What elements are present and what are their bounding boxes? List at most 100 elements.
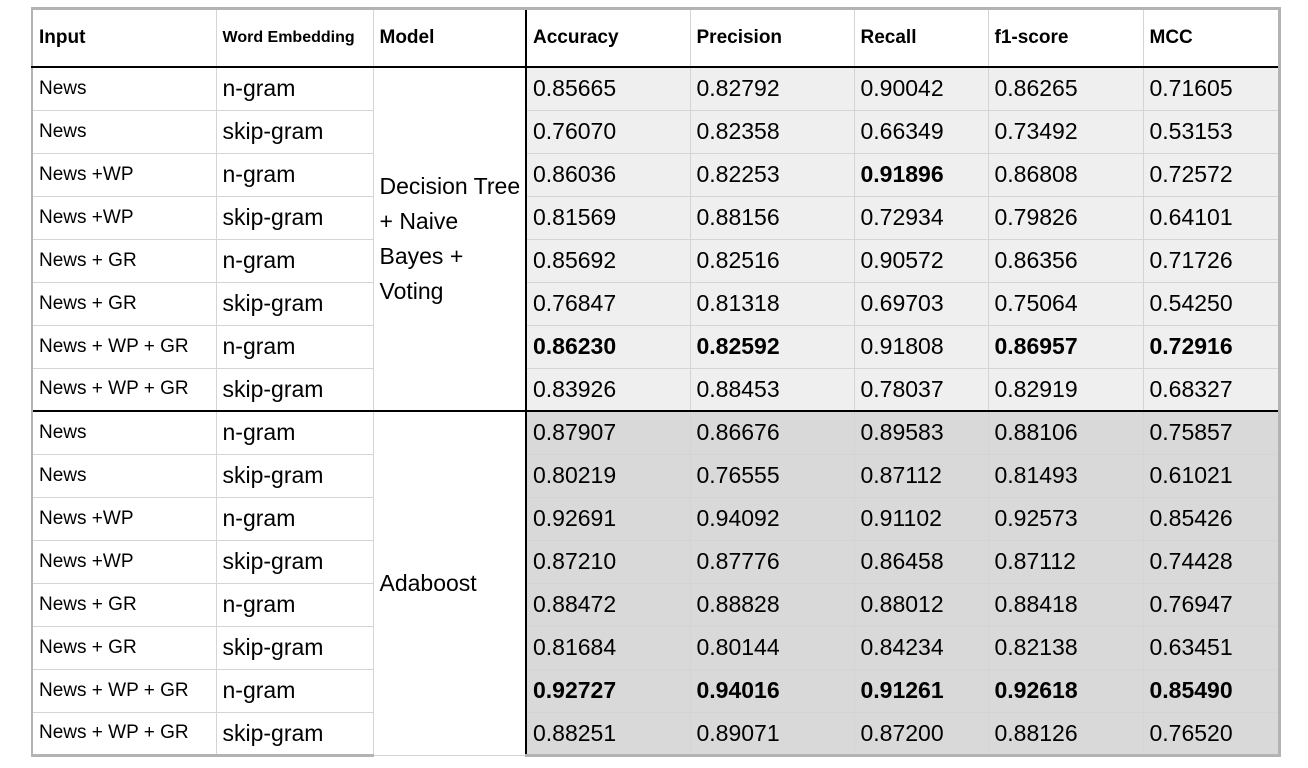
- recall-cell: 0.91808: [853, 324, 989, 369]
- precision-cell: 0.81318: [689, 281, 855, 326]
- table-row: News + GR n-gram 0.85692 0.82516 0.90572 0.86…: [31, 238, 1281, 283]
- accuracy-cell: 0.92691: [525, 496, 691, 541]
- embedding-cell: n-gram: [215, 582, 374, 627]
- recall-cell: 0.88012: [853, 582, 989, 627]
- table-row: News + WP + GR skip-gram 0.83926 0.88453 0.7…: [31, 367, 1281, 412]
- mcc-cell: 0.64101: [1142, 195, 1281, 240]
- f1-score-cell: 0.86808: [987, 152, 1144, 197]
- mcc-cell: 0.74428: [1142, 539, 1281, 584]
- input-cell: News + GR: [31, 238, 217, 283]
- recall-cell: 0.84234: [853, 625, 989, 670]
- table-row: News skip-gram 0.76070 0.82358 0.66349 0.7349…: [31, 109, 1281, 154]
- mcc-cell: 0.71605: [1142, 66, 1281, 111]
- embedding-cell: skip-gram: [215, 367, 374, 412]
- mcc-cell: 0.54250: [1142, 281, 1281, 326]
- mcc-cell: 0.63451: [1142, 625, 1281, 670]
- precision-cell: 0.82792: [689, 66, 855, 111]
- table-row: News +WP n-gram 0.92691 0.94092 0.91102 0.925…: [31, 496, 1281, 541]
- table-row: News + WP + GR skip-gram 0.88251 0.89071 0.8…: [31, 711, 1281, 757]
- precision-cell: 0.94092: [689, 496, 855, 541]
- f1-score-cell: 0.81493: [987, 453, 1144, 498]
- precision-cell: 0.89071: [689, 711, 855, 757]
- accuracy-cell: 0.83926: [525, 367, 691, 412]
- header-accuracy: Accuracy: [525, 7, 691, 68]
- recall-cell: 0.91102: [853, 496, 989, 541]
- embedding-cell: skip-gram: [215, 195, 374, 240]
- input-cell: News: [31, 453, 217, 498]
- embedding-cell: skip-gram: [215, 625, 374, 670]
- embedding-cell: skip-gram: [215, 711, 374, 757]
- recall-cell: 0.90042: [853, 66, 989, 111]
- f1-score-cell: 0.86356: [987, 238, 1144, 283]
- header-input: Input: [31, 7, 217, 68]
- f1-score-cell: 0.87112: [987, 539, 1144, 584]
- input-cell: News + WP + GR: [31, 668, 217, 713]
- table-row: News + GR skip-gram 0.81684 0.80144 0.84234 0…: [31, 625, 1281, 670]
- recall-cell: 0.91261: [853, 668, 989, 713]
- table-row: News +WP n-gram 0.86036 0.82253 0.91896 0.868…: [31, 152, 1281, 197]
- input-cell: News + WP + GR: [31, 711, 217, 757]
- input-cell: News: [31, 410, 217, 455]
- table-row: News +WP skip-gram 0.87210 0.87776 0.86458 0.…: [31, 539, 1281, 584]
- recall-cell: 0.89583: [853, 410, 989, 455]
- accuracy-cell: 0.86230: [525, 324, 691, 369]
- f1-score-cell: 0.82919: [987, 367, 1144, 412]
- input-cell: News +WP: [31, 152, 217, 197]
- input-cell: News + GR: [31, 625, 217, 670]
- results-body: News n-gram Decision Tree + Naive Bayes + …: [31, 66, 1281, 757]
- input-cell: News +WP: [31, 496, 217, 541]
- input-cell: News + WP + GR: [31, 324, 217, 369]
- accuracy-cell: 0.86036: [525, 152, 691, 197]
- recall-cell: 0.86458: [853, 539, 989, 584]
- embedding-cell: skip-gram: [215, 453, 374, 498]
- accuracy-cell: 0.92727: [525, 668, 691, 713]
- precision-cell: 0.82253: [689, 152, 855, 197]
- accuracy-cell: 0.87907: [525, 410, 691, 455]
- model-cell: Adaboost: [372, 410, 527, 756]
- embedding-cell: n-gram: [215, 668, 374, 713]
- header-recall: Recall: [853, 7, 989, 68]
- f1-score-cell: 0.88418: [987, 582, 1144, 627]
- recall-cell: 0.78037: [853, 367, 989, 412]
- input-cell: News: [31, 66, 217, 111]
- header-f1-score: f1-score: [987, 7, 1144, 68]
- input-cell: News +WP: [31, 195, 217, 240]
- mcc-cell: 0.68327: [1142, 367, 1281, 412]
- accuracy-cell: 0.76847: [525, 281, 691, 326]
- embedding-cell: n-gram: [215, 410, 374, 455]
- accuracy-cell: 0.88472: [525, 582, 691, 627]
- recall-cell: 0.91896: [853, 152, 989, 197]
- precision-cell: 0.76555: [689, 453, 855, 498]
- precision-cell: 0.82358: [689, 109, 855, 154]
- input-cell: News + GR: [31, 281, 217, 326]
- f1-score-cell: 0.86957: [987, 324, 1144, 369]
- embedding-cell: n-gram: [215, 238, 374, 283]
- input-cell: News +WP: [31, 539, 217, 584]
- table-row: News + GR n-gram 0.88472 0.88828 0.88012 0.88…: [31, 582, 1281, 627]
- accuracy-cell: 0.81684: [525, 625, 691, 670]
- table-row: News skip-gram 0.80219 0.76555 0.87112 0.8149…: [31, 453, 1281, 498]
- accuracy-cell: 0.76070: [525, 109, 691, 154]
- precision-cell: 0.88156: [689, 195, 855, 240]
- mcc-cell: 0.75857: [1142, 410, 1281, 455]
- mcc-cell: 0.71726: [1142, 238, 1281, 283]
- embedding-cell: n-gram: [215, 496, 374, 541]
- accuracy-cell: 0.87210: [525, 539, 691, 584]
- accuracy-cell: 0.85692: [525, 238, 691, 283]
- results-table: Input Word Embedding Model Accuracy Prec…: [31, 7, 1281, 757]
- header-precision: Precision: [689, 7, 855, 68]
- mcc-cell: 0.76520: [1142, 711, 1281, 757]
- f1-score-cell: 0.86265: [987, 66, 1144, 111]
- f1-score-cell: 0.88106: [987, 410, 1144, 455]
- header-row: Input Word Embedding Model Accuracy Prec…: [31, 7, 1281, 68]
- header-model: Model: [372, 7, 527, 68]
- f1-score-cell: 0.73492: [987, 109, 1144, 154]
- recall-cell: 0.87112: [853, 453, 989, 498]
- table-row: News + WP + GR n-gram 0.86230 0.82592 0.9180…: [31, 324, 1281, 369]
- recall-cell: 0.69703: [853, 281, 989, 326]
- precision-cell: 0.87776: [689, 539, 855, 584]
- accuracy-cell: 0.80219: [525, 453, 691, 498]
- input-cell: News: [31, 109, 217, 154]
- f1-score-cell: 0.82138: [987, 625, 1144, 670]
- table-row: News n-gram Adaboost 0.87907 0.86676 0.89583 0…: [31, 410, 1281, 756]
